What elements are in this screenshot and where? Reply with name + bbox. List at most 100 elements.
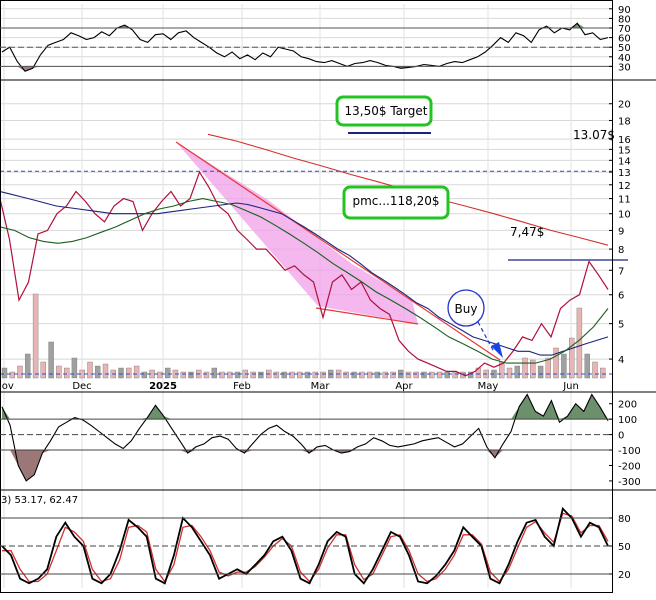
price-tick-11: 7 <box>618 266 624 277</box>
stochastic-k-line <box>1 506 609 585</box>
rsi-tick-4: 50 <box>618 43 631 54</box>
volume-bar-53 <box>413 371 419 379</box>
month-label-5: Apr <box>395 381 413 392</box>
volume-bar-32 <box>250 371 256 379</box>
price-tick-14: 4 <box>618 355 624 366</box>
stochastic-tick-0: 80 <box>618 514 631 525</box>
volume-bar-57 <box>444 371 450 379</box>
ma-green-line <box>0 198 609 364</box>
volume-bar-8 <box>63 367 70 379</box>
volume-bar-24 <box>188 371 194 379</box>
volume-bar-23 <box>180 371 186 379</box>
momentum-tick-1: 100 <box>618 415 637 426</box>
volume-bar-52 <box>405 371 412 379</box>
volume-bar-30 <box>234 371 241 379</box>
volume-bar-33 <box>258 371 264 379</box>
volume-bar-40 <box>312 371 318 379</box>
volume-bar-27 <box>211 367 218 379</box>
momentum-tick-2: 0 <box>618 431 624 442</box>
volume-bar-1 <box>9 371 16 379</box>
rsi-overbought-fill <box>2 23 608 28</box>
target-label: 13,50$ Target <box>345 104 428 118</box>
volume-bar-17 <box>133 365 140 379</box>
rsi-tick-1: 80 <box>618 14 631 25</box>
price-tick-7: 11 <box>618 195 631 206</box>
momentum-negative-fill <box>2 450 608 481</box>
volume-bar-46 <box>359 371 365 379</box>
volume-bar-4 <box>32 293 39 379</box>
buy-arrow-line <box>477 321 495 353</box>
downtrend-line <box>175 141 501 361</box>
volume-bar-7 <box>56 365 62 379</box>
volume-bar-15 <box>118 367 124 379</box>
momentum-positive-fill <box>2 394 608 420</box>
volume-bar-54 <box>421 371 427 379</box>
volume-bar-65 <box>506 367 513 379</box>
level-747-label: 7,47$ <box>510 225 544 239</box>
month-label-1: Dec <box>72 381 91 392</box>
volume-bar-45 <box>351 371 357 379</box>
rsi-tick-3: 60 <box>618 34 631 45</box>
momentum-tick-5: -300 <box>618 477 641 488</box>
chart-frame <box>0 0 613 593</box>
month-label-7: Jun <box>562 381 579 392</box>
volume-bar-69 <box>537 365 544 379</box>
buy-arrow-head <box>491 342 503 358</box>
volume-bar-21 <box>164 367 171 379</box>
volume-bar-67 <box>522 357 528 379</box>
rsi-line <box>1 22 609 72</box>
price-tick-4: 14 <box>618 156 631 167</box>
rsi-tick-6: 30 <box>618 62 631 73</box>
price-tick-6: 12 <box>618 181 631 192</box>
volume-bar-3 <box>25 353 31 379</box>
volume-bar-72 <box>561 353 567 379</box>
grid-layer <box>0 4 612 588</box>
price-tick-1: 18 <box>618 116 631 127</box>
price-tick-8: 10 <box>618 210 631 221</box>
ma-blue-line <box>0 190 609 356</box>
momentum-tick-4: -200 <box>618 461 641 472</box>
momentum-tick-0: 200 <box>618 400 637 411</box>
volume-bar-26 <box>203 371 210 379</box>
volume-bar-66 <box>514 365 520 379</box>
volume-bar-70 <box>545 357 551 379</box>
stochastic-title: 3) 53.17, 62.47 <box>1 495 78 506</box>
month-label-6: May <box>478 381 499 392</box>
buy-circle <box>447 289 485 327</box>
pmc-label: pmc...118,20$ <box>353 194 440 208</box>
level-1307-label: 13.07$ <box>573 128 615 142</box>
month-label-2: 2025 <box>149 381 177 392</box>
target-box <box>335 95 433 127</box>
volume-bar-16 <box>126 367 132 379</box>
volume-bar-13 <box>102 363 109 379</box>
volume-bar-36 <box>281 371 287 379</box>
volume-bar-35 <box>273 371 280 379</box>
volume-bar-71 <box>553 347 559 379</box>
rsi-tick-5: 40 <box>618 53 631 64</box>
volume-bar-41 <box>320 371 326 379</box>
volume-bar-47 <box>367 371 373 379</box>
rsi-oversold-fill <box>2 66 608 72</box>
volume-bar-0 <box>1 367 8 379</box>
volume-bar-55 <box>429 371 435 379</box>
pmc-box <box>342 185 450 220</box>
rsi-tick-0: 90 <box>618 5 631 16</box>
volume-bar-76 <box>592 361 598 379</box>
volume-bar-9 <box>71 357 78 379</box>
month-label-3: Feb <box>233 381 251 392</box>
volume-bar-12 <box>94 365 101 379</box>
wedge-lower-line <box>315 307 419 325</box>
volume-bar-68 <box>530 359 536 379</box>
volume-bar-75 <box>584 353 590 379</box>
stochastic-d-line <box>2 512 609 583</box>
month-label-4: Mar <box>311 381 331 392</box>
volume-bar-37 <box>289 371 295 379</box>
price-tick-2: 16 <box>618 135 631 146</box>
volume-bar-28 <box>219 371 225 379</box>
wedge-fill <box>176 142 418 324</box>
series-layer <box>0 22 628 585</box>
price-tick-0: 20 <box>618 100 631 111</box>
volume-bar-6 <box>48 341 54 379</box>
volume-bar-50 <box>390 371 396 379</box>
